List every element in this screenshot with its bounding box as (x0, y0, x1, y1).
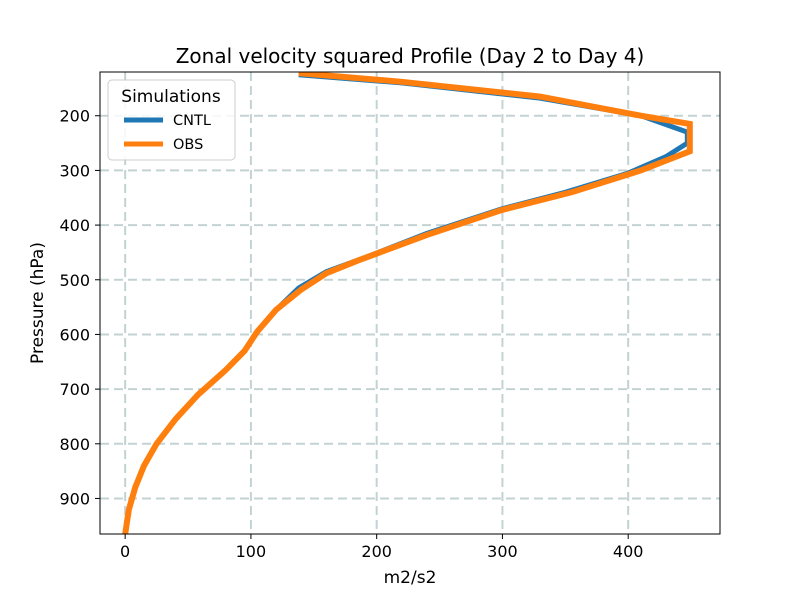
legend-entries: CNTL OBS (124, 113, 211, 153)
series-line-obs (122, 72, 693, 534)
x-tick-label: 0 (120, 542, 130, 561)
y-tick-label: 700 (59, 380, 90, 399)
y-axis-label: Pressure (hPa) (28, 242, 48, 364)
y-tick-label: 800 (59, 435, 90, 454)
y-tick-label: 900 (59, 489, 90, 508)
y-tick-label: 400 (59, 216, 90, 235)
legend-label-cntl: CNTL (173, 113, 211, 129)
legend-title: Simulations (121, 87, 221, 107)
tick-layer: 0 100 200 300 400 200 300 400 500 600 700 800 900 (59, 107, 643, 561)
plot-frame (99, 71, 721, 535)
chart-title: Zonal velocity squared Profile (Day 2 to… (176, 44, 645, 68)
series-layer (122, 72, 693, 534)
y-tick-label: 500 (59, 271, 90, 290)
x-tick-label: 200 (361, 542, 392, 561)
legend-box (107, 79, 236, 161)
x-axis-label: m2/s2 (384, 568, 437, 588)
legend: Simulations CNTL OBS (107, 79, 236, 161)
y-tick-label: 200 (59, 107, 90, 126)
y-tick-label: 300 (59, 161, 90, 180)
legend-label-obs: OBS (173, 137, 203, 153)
x-tick-label: 100 (236, 542, 267, 561)
x-tick-label: 400 (613, 542, 644, 561)
x-tick-label: 300 (487, 542, 518, 561)
y-tick-label: 600 (59, 325, 90, 344)
